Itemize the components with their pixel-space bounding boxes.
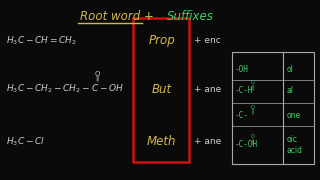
Text: ||: ||: [251, 84, 254, 89]
Text: -OH: -OH: [235, 65, 248, 74]
Text: $H_3C-CH=CH_2$: $H_3C-CH=CH_2$: [6, 34, 77, 47]
Text: +: +: [144, 10, 154, 23]
Text: Suffixes: Suffixes: [167, 10, 214, 23]
Text: -C-OH: -C-OH: [235, 140, 258, 149]
Text: O: O: [95, 71, 100, 77]
Text: -C-: -C-: [235, 111, 248, 120]
Text: O: O: [251, 105, 255, 110]
Text: Meth: Meth: [147, 135, 176, 148]
Text: ol: ol: [286, 65, 293, 74]
Text: $H_3C-Cl$: $H_3C-Cl$: [6, 135, 45, 148]
Text: Root word: Root word: [80, 10, 140, 23]
Bar: [133, 18, 189, 162]
Text: + ane: + ane: [194, 85, 221, 94]
Text: ||: ||: [251, 138, 254, 143]
Text: one: one: [286, 111, 300, 120]
Text: Prop: Prop: [148, 34, 175, 47]
Text: But: But: [152, 83, 172, 96]
Text: ||: ||: [95, 76, 100, 81]
Text: oic
acid: oic acid: [286, 135, 302, 155]
Text: O: O: [251, 80, 255, 85]
Text: al: al: [286, 86, 293, 95]
Text: + ane: + ane: [194, 137, 221, 146]
Bar: [232, 52, 314, 164]
Text: + enc: + enc: [194, 36, 220, 45]
Text: $H_3C-CH_2-CH_2-C-OH$: $H_3C-CH_2-CH_2-C-OH$: [6, 83, 124, 95]
Text: O: O: [251, 134, 255, 139]
Text: ||: ||: [251, 108, 254, 114]
Text: -C-H: -C-H: [235, 86, 253, 95]
